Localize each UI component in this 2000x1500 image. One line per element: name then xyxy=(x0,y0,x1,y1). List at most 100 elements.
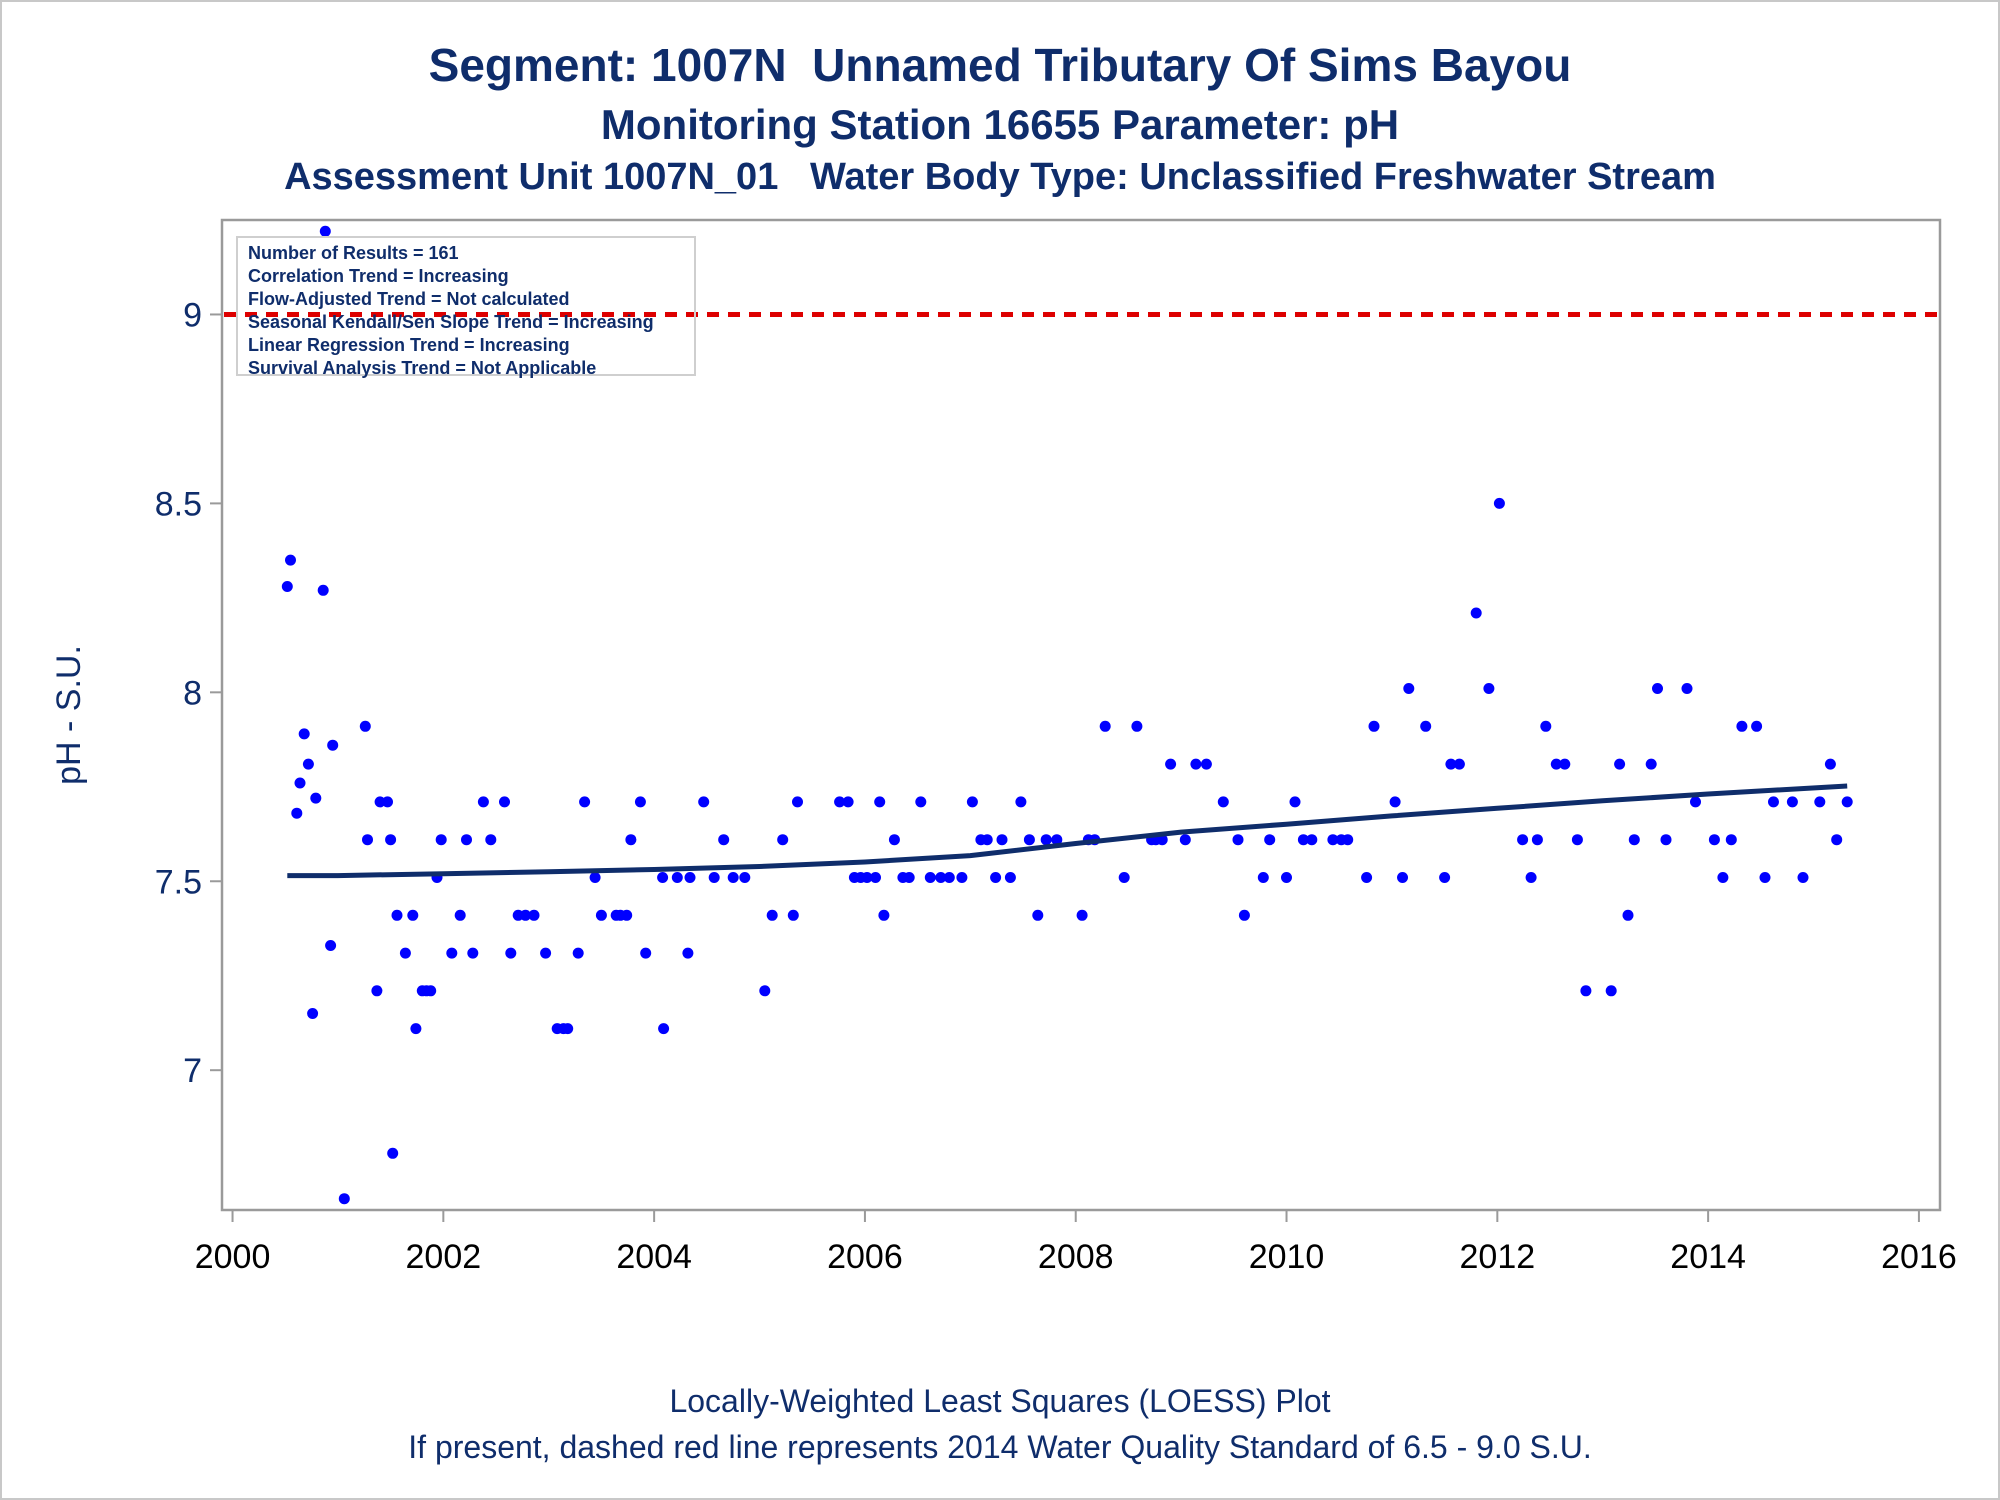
data-point xyxy=(1389,796,1401,808)
data-point xyxy=(1824,758,1836,770)
data-point xyxy=(1420,720,1432,732)
data-point xyxy=(1118,872,1130,883)
data-point xyxy=(1725,834,1737,846)
trend-stats-box: Number of Results = 161 Correlation Tren… xyxy=(236,236,696,378)
data-point xyxy=(362,834,373,846)
data-point xyxy=(446,947,458,959)
data-point xyxy=(903,872,915,883)
stat-seasonal-kendall-trend: Seasonal Kendall/Sen Slope Trend = Incre… xyxy=(248,312,654,332)
data-point xyxy=(924,872,936,883)
data-point xyxy=(1652,683,1663,694)
data-point xyxy=(595,909,607,921)
data-point xyxy=(718,834,730,846)
data-point xyxy=(528,909,540,921)
data-point xyxy=(698,796,710,808)
stat-linear-regression-trend: Linear Regression Trend = Increasing xyxy=(248,335,570,355)
plot-frame xyxy=(220,218,1942,1212)
data-point xyxy=(1257,872,1269,883)
data-point xyxy=(505,947,517,959)
data-point xyxy=(1297,834,1309,846)
stat-survival-analysis-trend: Survival Analysis Trend = Not Applicable xyxy=(248,358,597,378)
chart-title: Segment: 1007N Unnamed Tributary Of Sims… xyxy=(428,39,1572,91)
data-point xyxy=(589,872,601,883)
data-point xyxy=(1831,834,1843,846)
data-point xyxy=(1797,872,1809,883)
data-point xyxy=(1368,720,1380,732)
data-point xyxy=(671,872,683,883)
data-point xyxy=(1403,683,1415,694)
stat-number-of-results: Number of Results = 161 xyxy=(248,243,459,263)
data-point xyxy=(1580,985,1592,997)
data-point xyxy=(1605,985,1617,997)
data-point xyxy=(1531,834,1543,846)
data-point xyxy=(1483,683,1495,694)
data-point xyxy=(1397,872,1408,883)
data-point xyxy=(298,728,310,740)
data-point xyxy=(317,584,329,596)
x-tick-label: 2000 xyxy=(195,1238,271,1276)
data-point xyxy=(1614,758,1626,770)
data-point xyxy=(861,872,873,883)
stat-flow-adjusted-trend: Flow-Adjusted Trend = Not calculated xyxy=(248,289,570,309)
chart-subtitle-assessment: Assessment Unit 1007N_01 Water Body Type… xyxy=(284,156,1716,198)
stat-correlation-trend: Correlation Trend = Increasing xyxy=(248,266,509,286)
data-point xyxy=(1289,796,1301,808)
data-point xyxy=(842,796,854,808)
x-tick-label: 2016 xyxy=(1881,1238,1957,1276)
data-point xyxy=(787,909,799,921)
data-point xyxy=(1525,872,1537,883)
data-point xyxy=(915,796,927,808)
data-point xyxy=(294,777,306,789)
y-tick-label: 9 xyxy=(183,296,202,334)
footnote-loess: Locally-Weighted Least Squares (LOESS) P… xyxy=(669,1383,1331,1419)
data-point xyxy=(935,872,947,883)
data-point xyxy=(319,225,331,237)
data-point xyxy=(302,758,314,770)
data-point xyxy=(307,1008,319,1019)
data-point xyxy=(485,834,497,846)
data-point xyxy=(327,739,339,751)
data-point xyxy=(1232,834,1244,846)
y-axis-label: pH - S.U. xyxy=(50,645,88,785)
data-point xyxy=(657,872,669,883)
data-point xyxy=(1717,872,1729,883)
data-point xyxy=(990,872,1002,883)
data-point xyxy=(291,807,303,819)
data-point xyxy=(540,947,552,959)
data-point xyxy=(996,834,1008,846)
data-point xyxy=(1517,834,1529,846)
data-point xyxy=(1681,683,1693,694)
data-point xyxy=(1645,758,1657,770)
data-point xyxy=(338,1193,350,1205)
data-point xyxy=(640,947,652,959)
data-point xyxy=(1032,909,1044,921)
data-point xyxy=(870,872,881,883)
data-point xyxy=(1571,834,1583,846)
data-point xyxy=(739,872,751,883)
data-point xyxy=(425,985,437,997)
data-point xyxy=(382,796,393,808)
data-point xyxy=(1439,872,1451,883)
data-point xyxy=(1200,758,1212,770)
data-point xyxy=(777,834,789,846)
data-point xyxy=(1281,872,1292,883)
data-point xyxy=(520,909,531,921)
data-point xyxy=(1306,834,1318,846)
data-point xyxy=(1759,872,1771,883)
data-point xyxy=(285,554,296,566)
x-tick-label: 2014 xyxy=(1670,1238,1746,1276)
data-point xyxy=(477,796,489,808)
data-point xyxy=(1786,796,1798,808)
data-point xyxy=(1445,758,1457,770)
y-tick-label: 7 xyxy=(183,1052,202,1090)
data-point xyxy=(1165,758,1177,770)
data-point xyxy=(1190,758,1202,770)
data-point xyxy=(621,909,633,921)
data-point xyxy=(1217,796,1229,808)
data-point xyxy=(359,720,371,732)
data-point xyxy=(1131,720,1143,732)
data-point xyxy=(1264,834,1276,846)
data-point xyxy=(281,581,293,592)
x-tick-label: 2008 xyxy=(1038,1238,1114,1276)
